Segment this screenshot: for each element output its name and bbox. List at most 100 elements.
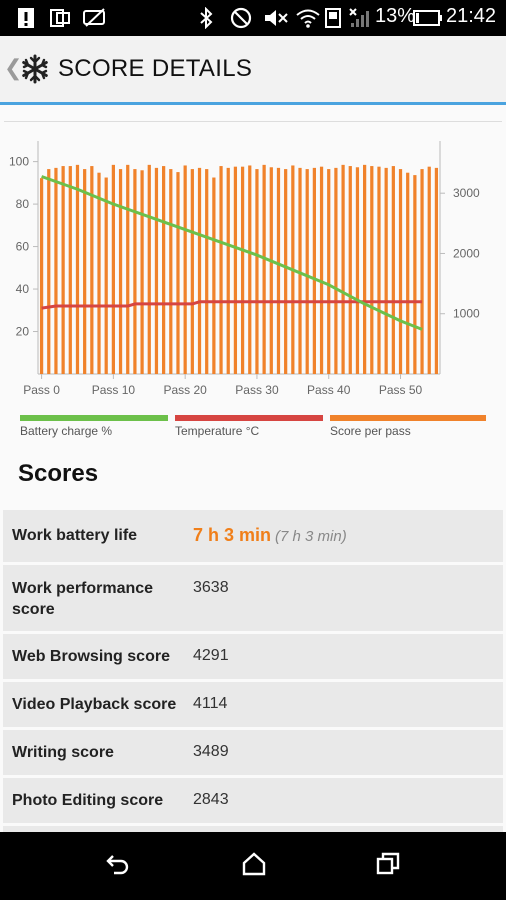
recents-icon — [376, 852, 400, 875]
score-bar — [319, 166, 324, 374]
score-name: Work battery life — [12, 527, 138, 544]
right-tick-label: 3000 — [453, 186, 480, 200]
legend-battery-swatch — [20, 415, 168, 421]
score-bar — [406, 172, 410, 374]
right-tick-label: 2000 — [453, 246, 480, 260]
battery-life-sub: (7 h 3 min) — [275, 528, 347, 545]
score-bar — [276, 167, 281, 374]
score-bar — [269, 167, 273, 374]
x-tick-label: Pass 50 — [379, 383, 423, 397]
score-bar — [334, 167, 338, 374]
left-tick-label: 100 — [9, 155, 29, 169]
score-bar — [341, 164, 345, 374]
score-bar — [384, 167, 388, 374]
score-value: 4114 — [193, 695, 228, 712]
score-bar — [197, 167, 202, 374]
x-tick-label: Pass 20 — [163, 383, 207, 397]
home-button[interactable] — [240, 850, 268, 882]
x-tick-label: Pass 40 — [307, 383, 351, 397]
score-name: Video Playback score — [12, 696, 177, 713]
score-bar — [219, 166, 223, 374]
score-bar — [427, 166, 431, 374]
back-arrow-icon — [106, 855, 129, 875]
score-bar — [162, 166, 166, 374]
score-value: 3638 — [193, 579, 229, 596]
score-bar — [348, 166, 352, 374]
score-bar — [75, 164, 80, 374]
legend-battery: Battery charge % — [20, 415, 168, 445]
score-bar — [434, 167, 439, 374]
score-row-partial — [3, 826, 503, 832]
score-bar — [147, 164, 151, 374]
score-bar — [398, 169, 403, 374]
legend-score-label: Score per pass — [330, 424, 411, 438]
score-bar — [305, 169, 309, 374]
score-name: Photo Editing score — [12, 792, 164, 809]
score-bar — [255, 169, 259, 374]
header-divider — [0, 102, 506, 105]
do-not-disturb-icon — [229, 6, 253, 30]
legend-temperature-swatch — [175, 415, 323, 421]
score-bar — [226, 167, 230, 374]
score-value: 2843 — [193, 791, 229, 808]
x-tick-label: Pass 30 — [235, 383, 279, 397]
score-bar — [377, 166, 381, 374]
legend-temperature-label: Temperature °C — [175, 424, 260, 438]
battery-chart: 20 40 60 80 100 1000 2000 3000 Pass 0 Pass 10 Pass… — [0, 141, 506, 441]
legend-score-swatch — [330, 415, 486, 421]
action-bar: ❮ SCORE DETAILS — [0, 36, 506, 102]
left-tick-label: 60 — [16, 240, 30, 254]
score-bar — [133, 169, 137, 374]
recents-button[interactable] — [374, 850, 402, 882]
back-button[interactable] — [104, 850, 132, 882]
left-tick-label: 80 — [16, 197, 30, 211]
back-chevron-icon[interactable]: ❮ — [4, 56, 23, 81]
score-bar — [140, 170, 144, 374]
score-bar — [240, 166, 245, 374]
score-name: Web Browsing score — [12, 648, 170, 665]
status-bar: 13% 21:42 — [0, 0, 506, 36]
score-bar — [370, 166, 374, 374]
score-bar — [391, 166, 395, 374]
snowflake-icon[interactable] — [20, 54, 50, 84]
score-bar — [355, 167, 360, 374]
score-bar — [68, 166, 72, 374]
score-value: 4291 — [193, 647, 229, 664]
score-row-battery-life: Work battery life 7 h 3 min (7 h 3 min) — [3, 510, 503, 562]
score-bar — [176, 172, 180, 374]
score-bar — [47, 169, 51, 374]
screen-mirror-icon — [48, 6, 72, 30]
score-bar — [90, 166, 94, 374]
score-bar — [169, 169, 173, 374]
signal-icon — [346, 6, 372, 30]
score-value: 3489 — [193, 743, 229, 760]
card-top-edge — [4, 105, 502, 122]
score-bar — [39, 178, 44, 374]
legend-temperature: Temperature °C — [175, 415, 323, 445]
score-bar — [284, 169, 288, 374]
power-saver-icon — [82, 6, 108, 30]
alert-icon — [16, 6, 36, 30]
battery-line — [41, 175, 423, 331]
score-bar — [298, 167, 302, 374]
x-tick-label: Pass 0 — [23, 383, 60, 397]
page-title: SCORE DETAILS — [58, 55, 253, 82]
score-bar — [154, 167, 159, 374]
scores-heading: Scores — [18, 460, 99, 487]
score-details-card: 20 40 60 80 100 1000 2000 3000 Pass 0 Pass 10 Pass… — [0, 105, 506, 832]
score-bar — [248, 165, 252, 374]
data-saver-icon — [323, 6, 345, 30]
temperature-line — [41, 300, 423, 310]
score-row-writing: Writing score 3489 — [3, 730, 503, 775]
score-name: Work performance score — [12, 580, 154, 618]
score-bar — [104, 177, 108, 374]
score-bar — [413, 175, 417, 374]
chart-svg: 20 40 60 80 100 1000 2000 3000 Pass 0 Pass 10 Pass… — [9, 141, 480, 397]
score-bar — [83, 169, 87, 374]
home-icon — [242, 852, 266, 876]
right-tick-label: 1000 — [453, 307, 480, 321]
score-bar — [205, 169, 209, 374]
legend-score: Score per pass — [330, 415, 486, 445]
score-bar — [363, 164, 367, 374]
navigation-bar — [0, 832, 506, 900]
